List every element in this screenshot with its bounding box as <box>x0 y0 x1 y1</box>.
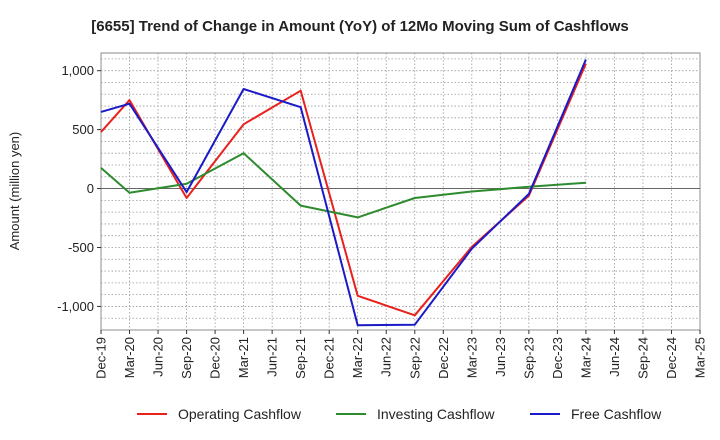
investing-cashflow-line <box>100 152 586 219</box>
legend-label: Investing Cashflow <box>377 406 495 422</box>
x-tick-label: Mar-22 <box>350 337 365 378</box>
legend-label: Free Cashflow <box>571 406 662 422</box>
x-tick-label: Dec-19 <box>94 337 109 379</box>
x-tick-label: Dec-22 <box>436 337 451 379</box>
x-tick-label: Dec-21 <box>322 337 337 379</box>
x-tick-label: Jun-21 <box>265 337 280 377</box>
grid-lines <box>100 53 701 331</box>
x-tick-label: Jun-24 <box>607 337 622 377</box>
x-tick-label: Sep-20 <box>179 337 194 379</box>
legend-label: Operating Cashflow <box>178 406 302 422</box>
x-tick-label: Sep-21 <box>293 337 308 379</box>
y-tick-label: -1,000 <box>57 299 94 314</box>
x-tick-label: Jun-22 <box>379 337 394 377</box>
x-tick-label: Mar-24 <box>578 337 593 378</box>
x-tick-label: Sep-22 <box>407 337 422 379</box>
y-tick-label: 0 <box>87 181 94 196</box>
x-tick-label: Dec-20 <box>208 337 223 379</box>
y-axis: 1,000 500 0 -500 -1,000 <box>57 63 101 314</box>
x-tick-label: Sep-24 <box>635 337 650 379</box>
x-tick-label: Dec-24 <box>664 337 679 379</box>
x-tick-label: Mar-20 <box>122 337 137 378</box>
y-tick-label: 500 <box>72 122 94 137</box>
plot-frame <box>100 52 701 331</box>
legend: Operating Cashflow Investing Cashflow Free… <box>137 406 662 422</box>
x-tick-label: Mar-21 <box>236 337 251 378</box>
free-cashflow-line <box>100 59 587 327</box>
x-tick-label: Dec-23 <box>550 337 565 379</box>
chart-title: [6655] Trend of Change in Amount (YoY) o… <box>91 18 629 35</box>
x-tick-label: Jun-23 <box>493 337 508 377</box>
y-tick-label: 1,000 <box>61 63 94 78</box>
x-tick-label: Mar-23 <box>464 337 479 378</box>
series-lines <box>100 59 587 327</box>
y-tick-label: -500 <box>68 240 94 255</box>
x-tick-label: Jun-20 <box>151 337 166 377</box>
plot-area <box>100 52 701 331</box>
x-tick-label: Mar-25 <box>693 337 708 378</box>
x-tick-label: Sep-23 <box>521 337 536 379</box>
x-axis: Dec-19 Mar-20 Jun-20 Sep-20 Dec-20 Mar-21 Jun-… <box>94 330 708 379</box>
y-axis-label: Amount (million yen) <box>7 132 22 251</box>
